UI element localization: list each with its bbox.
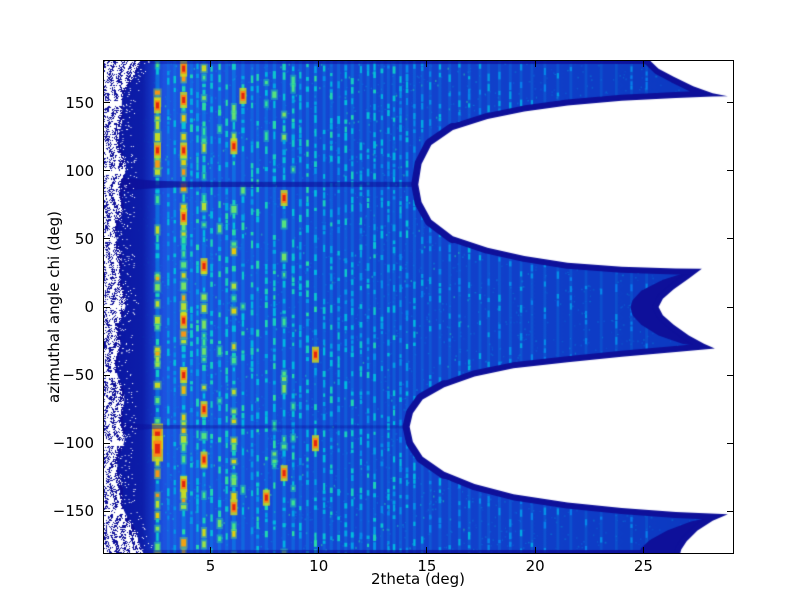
x-tick-label: 10	[309, 557, 329, 575]
y-tick-right	[727, 102, 733, 104]
y-tick-left	[104, 510, 110, 512]
y-tick-left	[104, 306, 110, 308]
y-tick-left	[104, 442, 110, 444]
y-tick-right	[727, 170, 733, 172]
y-tick-right	[727, 374, 733, 376]
y-tick-right	[727, 238, 733, 240]
x-tick-label: 20	[525, 557, 545, 575]
x-tick-top	[642, 61, 644, 67]
y-tick-left	[104, 374, 110, 376]
x-tick-bottom	[642, 547, 644, 553]
heatmap-canvas	[104, 61, 733, 553]
y-tick-left	[104, 102, 110, 104]
y-tick-label: −150	[52, 502, 94, 521]
y-tick-label: −50	[62, 366, 94, 385]
x-axis-label: 2theta (deg)	[371, 570, 465, 588]
x-tick-top	[534, 61, 536, 67]
x-tick-label: 25	[633, 557, 653, 575]
x-tick-label: 15	[417, 557, 437, 575]
y-tick-label: 50	[74, 229, 94, 248]
x-tick-bottom	[209, 547, 211, 553]
y-tick-label: 0	[84, 298, 94, 316]
x-tick-top	[426, 61, 428, 67]
y-tick-left	[104, 170, 110, 172]
x-tick-bottom	[318, 547, 320, 553]
y-tick-label: 100	[65, 161, 94, 180]
y-tick-left	[104, 238, 110, 240]
x-tick-bottom	[426, 547, 428, 553]
x-tick-bottom	[534, 547, 536, 553]
y-tick-label: 150	[65, 93, 94, 112]
x-tick-top	[209, 61, 211, 67]
y-tick-right	[727, 442, 733, 444]
y-tick-right	[727, 510, 733, 512]
y-tick-label: −100	[52, 434, 94, 453]
x-tick-top	[318, 61, 320, 67]
x-tick-label: 5	[205, 557, 216, 575]
y-tick-right	[727, 306, 733, 308]
